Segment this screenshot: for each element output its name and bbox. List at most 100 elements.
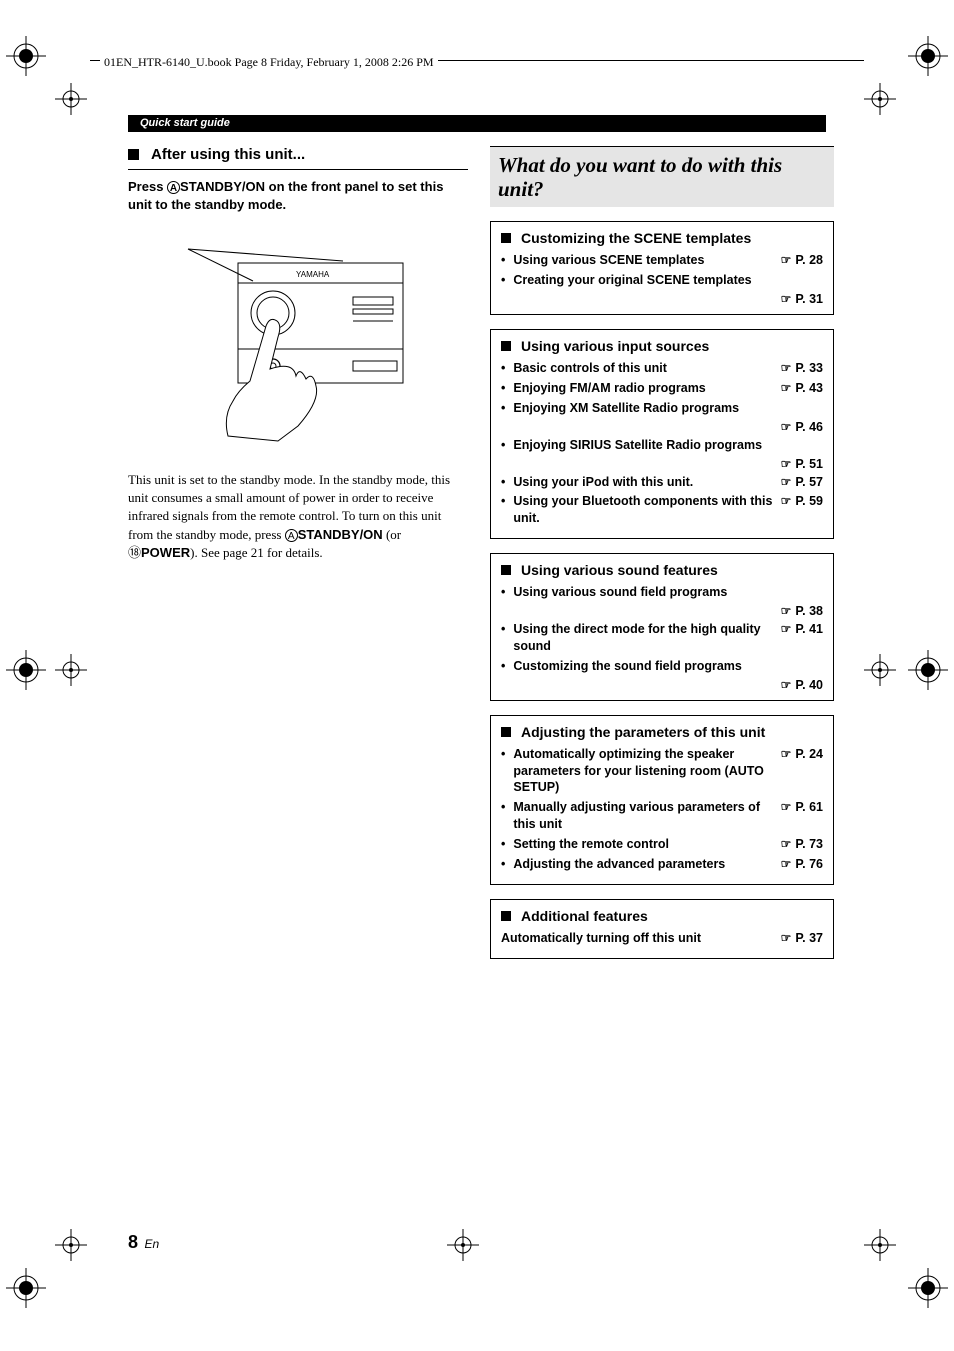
bullet-icon: • xyxy=(501,621,505,638)
regmark-tr xyxy=(908,36,948,76)
pointer-icon: ☞ xyxy=(781,493,792,509)
crosshair-top-r xyxy=(860,79,900,119)
page-ref: ☞P. 61 xyxy=(781,799,823,816)
bullet-icon: • xyxy=(501,493,505,510)
info-box: Using various sound features • Using vario… xyxy=(490,553,834,701)
bullet-icon: • xyxy=(501,584,505,601)
page-ref: ☞P. 51 xyxy=(781,457,823,471)
bullet-icon: • xyxy=(501,272,505,289)
pointer-icon: ☞ xyxy=(781,380,792,396)
right-column: What do you want to do with this unit? C… xyxy=(490,146,834,973)
pointer-icon: ☞ xyxy=(781,799,792,815)
square-bullet-icon xyxy=(501,911,511,921)
list-item: • Automatically optimizing the speaker pa… xyxy=(501,746,823,797)
button-a-icon: A xyxy=(285,529,298,542)
page-ref: ☞P. 73 xyxy=(781,836,823,853)
square-bullet-icon xyxy=(501,565,511,575)
button-a-icon: A xyxy=(167,181,180,194)
list-item: •Enjoying SIRIUS Satellite Radio program… xyxy=(501,437,823,471)
box-heading-text: Adjusting the parameters of this unit xyxy=(521,724,765,740)
pointer-icon: ☞ xyxy=(781,252,792,268)
list-item: •Basic controls of this unit☞P. 33 xyxy=(501,360,823,377)
info-box: Customizing the SCENE templates • Using va… xyxy=(490,221,834,315)
list-item: • Using your Bluetooth components with th… xyxy=(501,493,823,527)
pointer-icon: ☞ xyxy=(781,930,792,946)
box-heading: Adjusting the parameters of this unit xyxy=(501,724,823,740)
item-text: Using the direct mode for the high quali… xyxy=(513,621,774,655)
item-text: Basic controls of this unit xyxy=(513,360,774,377)
list-item: • Using various SCENE templates ☞P. 28 xyxy=(501,252,823,269)
pointer-icon: ☞ xyxy=(781,360,792,376)
item-text: Adjusting the advanced parameters xyxy=(513,856,774,873)
page: 01EN_HTR-6140_U.book Page 8 Friday, Febr… xyxy=(0,0,954,1351)
item-text: Using various SCENE templates xyxy=(513,252,774,269)
bullet-icon: • xyxy=(501,474,505,491)
left-heading-text: After using this unit... xyxy=(151,146,305,163)
pointer-icon: ☞ xyxy=(781,292,792,306)
square-bullet-icon xyxy=(501,233,511,243)
item-text: Enjoying FM/AM radio programs xyxy=(513,380,774,397)
page-ref: ☞P. 46 xyxy=(781,420,823,434)
item-text: Automatically optimizing the speaker par… xyxy=(513,746,774,797)
item-text: Setting the remote control xyxy=(513,836,774,853)
item-text: Enjoying XM Satellite Radio programs xyxy=(513,400,823,417)
pointer-icon: ☞ xyxy=(781,457,792,471)
page-ref: ☞P. 31 xyxy=(781,292,823,306)
page-ref: ☞P. 41 xyxy=(781,621,823,638)
regmark-bl xyxy=(6,1268,46,1308)
front-panel-diagram: YAMAHA xyxy=(178,241,418,451)
box-heading: Using various input sources xyxy=(501,338,823,354)
crosshair-ml xyxy=(51,650,91,690)
list-item: •Customizing the sound field programs☞P.… xyxy=(501,658,823,692)
info-box: Additional featuresAutomatically turning… xyxy=(490,899,834,959)
box-heading: Customizing the SCENE templates xyxy=(501,230,823,246)
item-text: Customizing the sound field programs xyxy=(513,658,823,675)
list-item: • Manually adjusting various parameters o… xyxy=(501,799,823,833)
crosshair-bl xyxy=(51,1225,91,1265)
page-ref: ☞P. 57 xyxy=(781,474,823,491)
box-heading-text: Customizing the SCENE templates xyxy=(521,230,751,246)
item-text: Using various sound field programs xyxy=(513,584,823,601)
standby-instruction: Press ASTANDBY/ON on the front panel to … xyxy=(128,178,468,213)
pointer-icon: ☞ xyxy=(781,621,792,637)
section-black-bar: Quick start guide xyxy=(128,115,826,132)
standby-body-text: This unit is set to the standby mode. In… xyxy=(128,471,468,562)
page-ref: ☞P. 76 xyxy=(781,856,823,873)
boxes-container: Customizing the SCENE templates•Using va… xyxy=(490,221,834,958)
pointer-icon: ☞ xyxy=(781,678,792,692)
item-text: Using your Bluetooth components with thi… xyxy=(513,493,774,527)
bullet-icon: • xyxy=(501,746,505,763)
bullet-icon: • xyxy=(501,252,505,269)
bullet-icon: • xyxy=(501,437,505,454)
list-item: • Enjoying XM Satellite Radio programs ☞P.… xyxy=(501,400,823,434)
crosshair-bc xyxy=(443,1225,483,1265)
square-bullet-icon xyxy=(501,341,511,351)
list-item: •Enjoying FM/AM radio programs☞P. 43 xyxy=(501,380,823,397)
info-box: Adjusting the parameters of this unit • Au… xyxy=(490,715,834,885)
pointer-icon: ☞ xyxy=(781,836,792,852)
bullet-icon: • xyxy=(501,799,505,816)
crosshair-br xyxy=(860,1225,900,1265)
page-ref: ☞P. 43 xyxy=(781,380,823,397)
page-ref: ☞P. 59 xyxy=(781,493,823,510)
page-ref: ☞P. 38 xyxy=(781,604,823,618)
list-item: • Using the direct mode for the high qual… xyxy=(501,621,823,655)
section-title: What do you want to do with this unit? xyxy=(490,146,834,207)
item-text: Manually adjusting various parameters of… xyxy=(513,799,774,833)
page-ref: ☞P. 28 xyxy=(781,252,823,269)
box-heading: Additional features xyxy=(501,908,823,924)
pointer-icon: ☞ xyxy=(781,604,792,618)
box-heading-text: Using various sound features xyxy=(521,562,718,578)
box-heading: Using various sound features xyxy=(501,562,823,578)
header-file-info: 01EN_HTR-6140_U.book Page 8 Friday, Febr… xyxy=(100,55,438,70)
crosshair-mr xyxy=(860,650,900,690)
page-lang: En xyxy=(144,1237,159,1251)
left-column: After using this unit... Press ASTANDBY/… xyxy=(128,146,468,562)
box-heading-text: Additional features xyxy=(521,908,648,924)
item-text: Creating your original SCENE templates xyxy=(513,272,823,289)
list-item: •Setting the remote control☞P. 73 xyxy=(501,836,823,853)
box-heading-text: Using various input sources xyxy=(521,338,709,354)
pointer-icon: ☞ xyxy=(781,746,792,762)
page-ref: ☞P. 40 xyxy=(781,678,823,692)
bullet-icon: • xyxy=(501,400,505,417)
